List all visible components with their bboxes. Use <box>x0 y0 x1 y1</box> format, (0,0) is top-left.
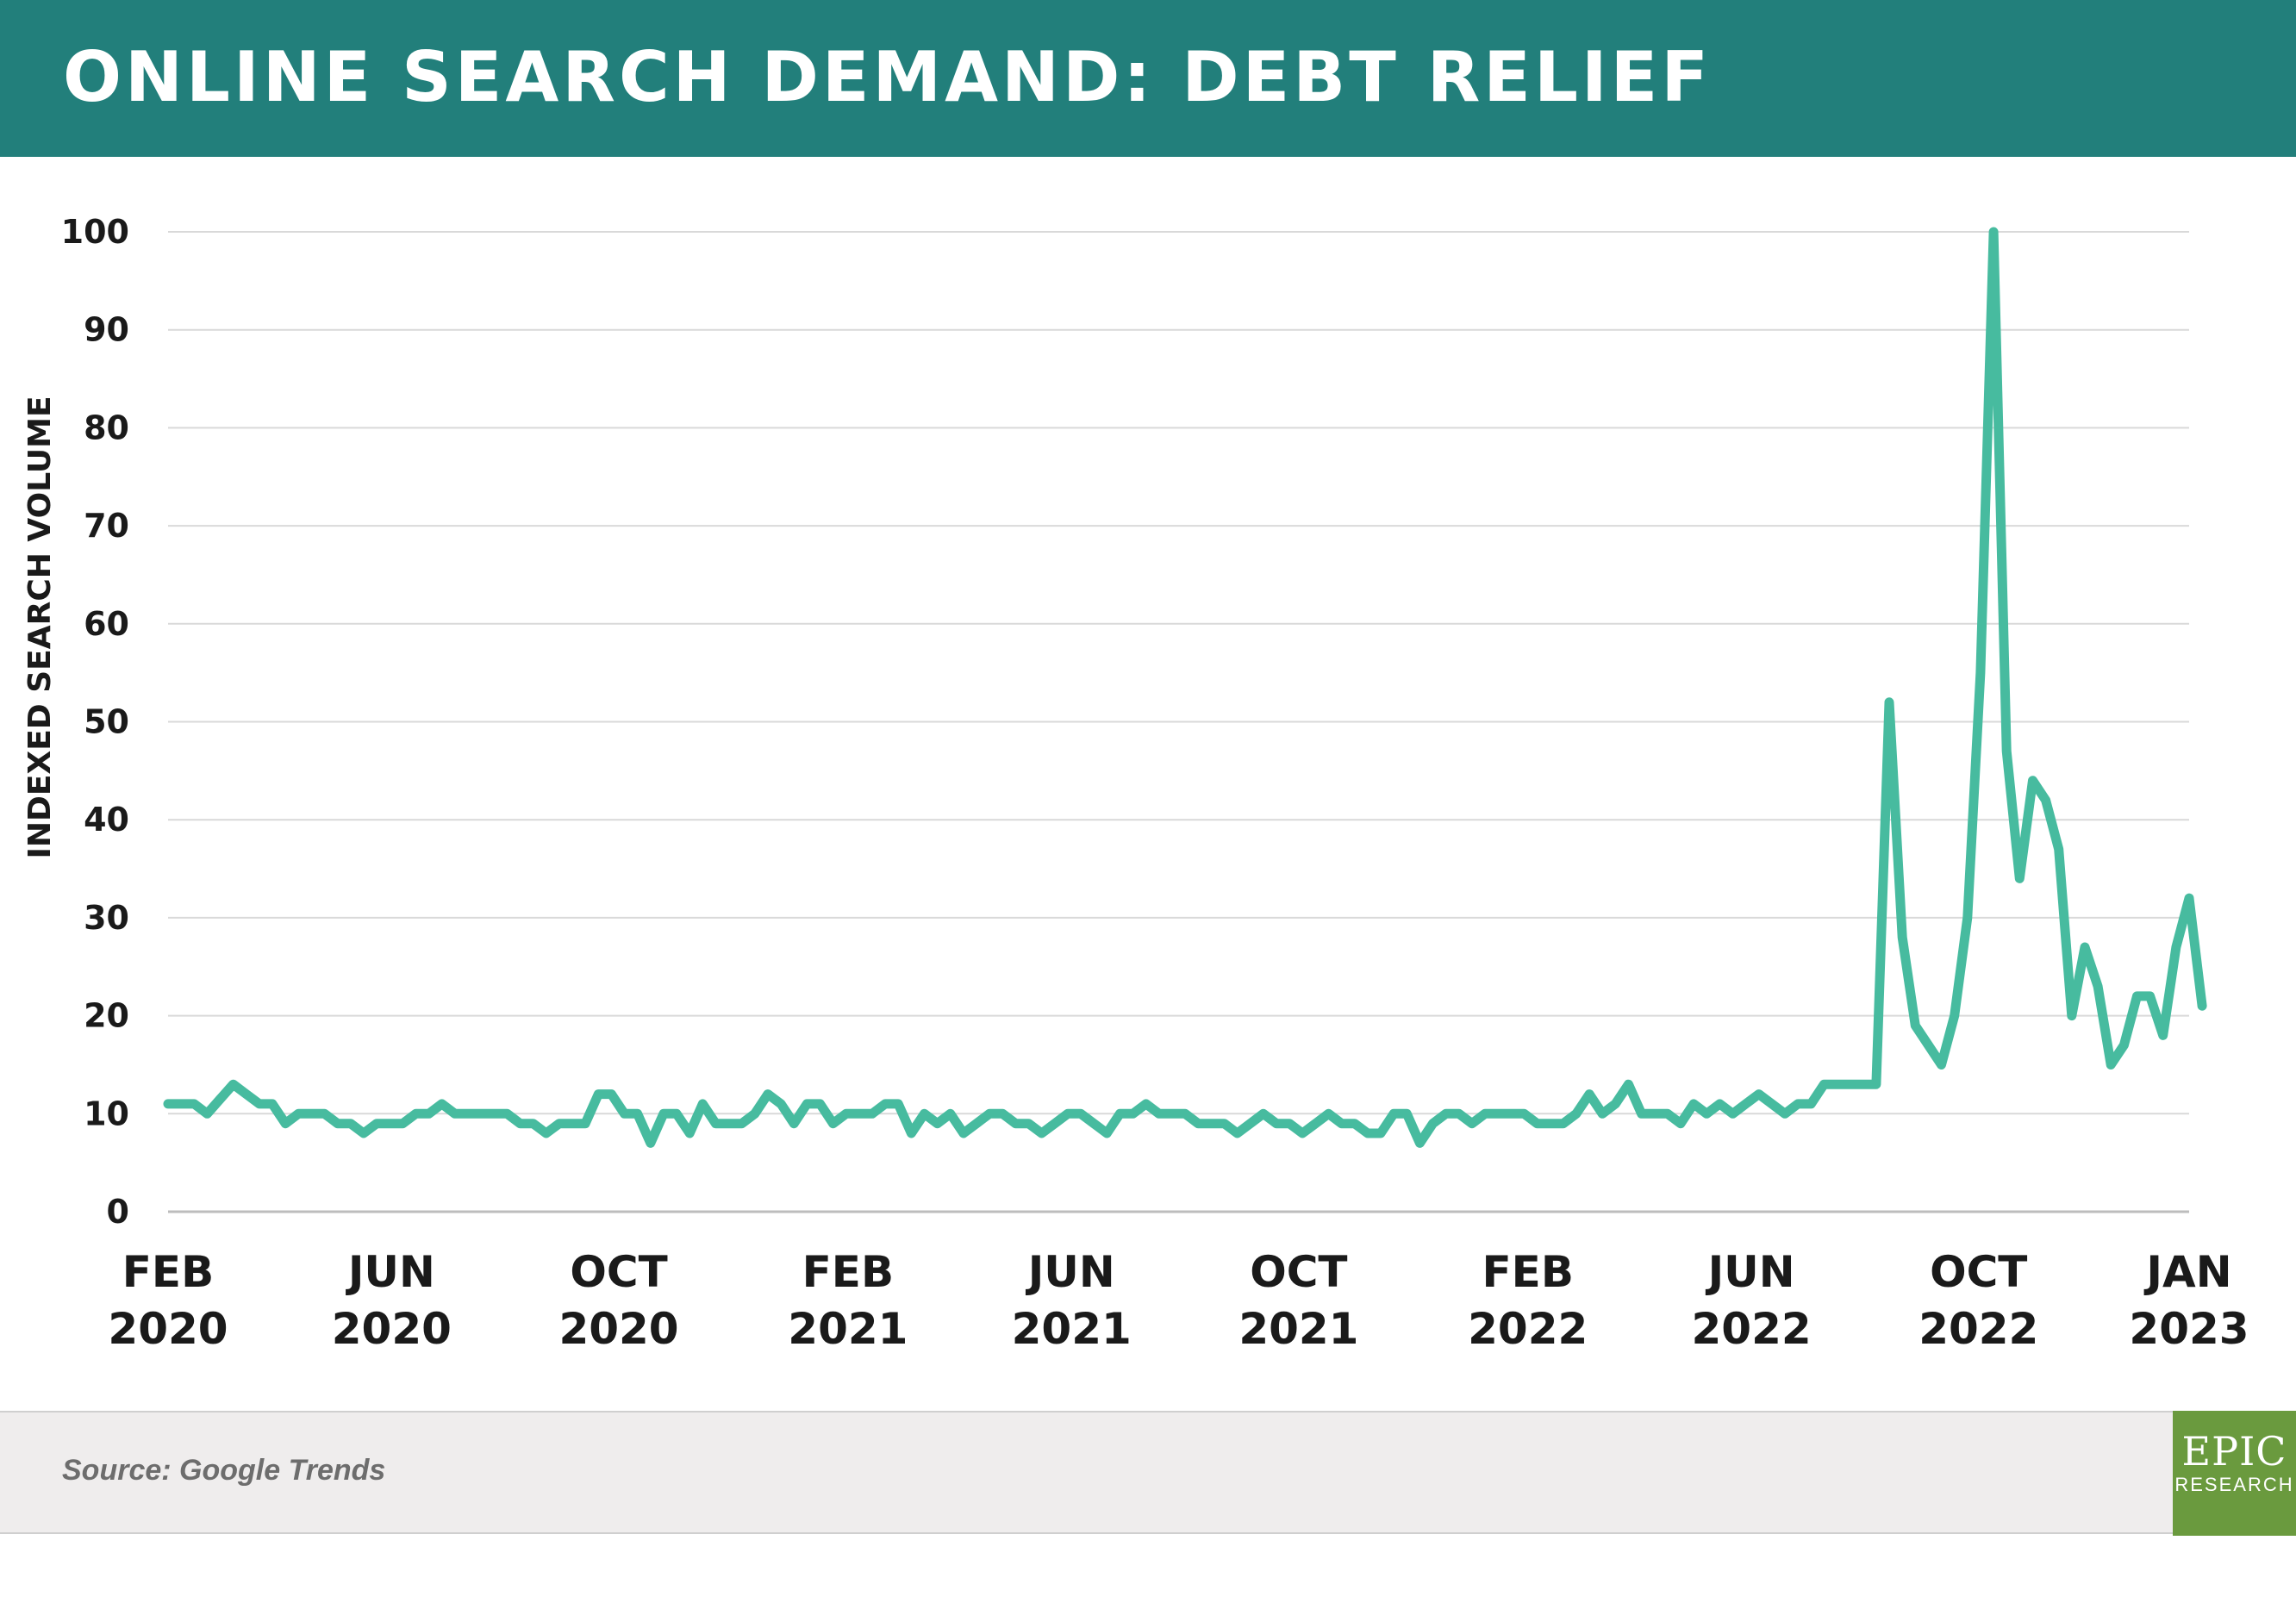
y-tick-labels: 0 10 20 30 40 50 60 70 80 90 100 <box>61 213 129 1231</box>
svg-text:JAN: JAN <box>2143 1247 2231 1297</box>
svg-text:2021: 2021 <box>1238 1304 1358 1354</box>
svg-text:JUN: JUN <box>1706 1247 1795 1297</box>
logo-sub-text: RESEARCH <box>2174 1474 2294 1495</box>
svg-text:2021: 2021 <box>788 1304 908 1354</box>
y-tick-80: 80 <box>84 408 129 446</box>
svg-text:OCT: OCT <box>570 1247 667 1297</box>
svg-text:OCT: OCT <box>1930 1247 2027 1297</box>
x-tick-jan-2023: JAN 2023 <box>2129 1247 2249 1354</box>
y-tick-30: 30 <box>84 899 129 937</box>
y-tick-100: 100 <box>61 213 129 251</box>
header-bar: ONLINE SEARCH DEMAND: DEBT RELIEF <box>0 0 2296 157</box>
x-tick-jun-2020: JUN 2020 <box>332 1247 452 1354</box>
svg-text:JUN: JUN <box>1026 1247 1115 1297</box>
svg-text:FEB: FEB <box>122 1247 214 1297</box>
x-tick-feb-2020: FEB 2020 <box>108 1247 228 1354</box>
y-tick-40: 40 <box>84 801 129 839</box>
svg-text:2020: 2020 <box>332 1304 452 1354</box>
svg-text:OCT: OCT <box>1250 1247 1347 1297</box>
source-note: Source: Google Trends <box>62 1454 386 1487</box>
epic-research-logo: EPIC RESEARCH <box>2173 1411 2296 1536</box>
x-tick-oct-2020: OCT 2020 <box>558 1247 678 1354</box>
svg-text:FEB: FEB <box>802 1247 894 1297</box>
logo-main-text: EPIC <box>2181 1428 2287 1475</box>
x-tick-oct-2022: OCT 2022 <box>1919 1247 2038 1354</box>
y-axis-label: INDEXED SEARCH VOLUME <box>22 396 58 858</box>
svg-text:FEB: FEB <box>1482 1247 1574 1297</box>
x-tick-jun-2022: JUN 2022 <box>1692 1247 1812 1354</box>
series-line-0 <box>163 227 2207 1148</box>
x-tick-labels: FEB 2020 JUN 2020 OCT 2020 FEB 2021 JUN 2021 OCT 20… <box>108 1247 2249 1354</box>
svg-text:2022: 2022 <box>1468 1304 1588 1354</box>
svg-text:2020: 2020 <box>558 1304 678 1354</box>
chart-title: ONLINE SEARCH DEMAND: DEBT RELIEF <box>63 37 1712 117</box>
y-tick-90: 90 <box>84 311 129 349</box>
y-tick-50: 50 <box>84 703 129 741</box>
x-tick-feb-2021: FEB 2021 <box>788 1247 908 1354</box>
y-tick-60: 60 <box>84 605 129 643</box>
svg-text:JUN: JUN <box>346 1247 435 1297</box>
x-tick-feb-2022: FEB 2022 <box>1468 1247 1588 1354</box>
svg-text:2020: 2020 <box>108 1304 228 1354</box>
y-tick-20: 20 <box>84 997 129 1035</box>
svg-text:2021: 2021 <box>1012 1304 1132 1354</box>
series-layer <box>163 227 2207 1148</box>
y-tick-70: 70 <box>84 507 129 545</box>
svg-text:2022: 2022 <box>1692 1304 1812 1354</box>
svg-text:2022: 2022 <box>1919 1304 2038 1354</box>
y-tick-0: 0 <box>107 1193 129 1231</box>
svg-text:2023: 2023 <box>2129 1304 2249 1354</box>
x-tick-oct-2021: OCT 2021 <box>1238 1247 1358 1354</box>
footer-bar: Source: Google Trends EPIC RESEARCH <box>0 1411 2296 1536</box>
x-tick-jun-2021: JUN 2021 <box>1012 1247 1132 1354</box>
y-tick-10: 10 <box>84 1094 129 1132</box>
